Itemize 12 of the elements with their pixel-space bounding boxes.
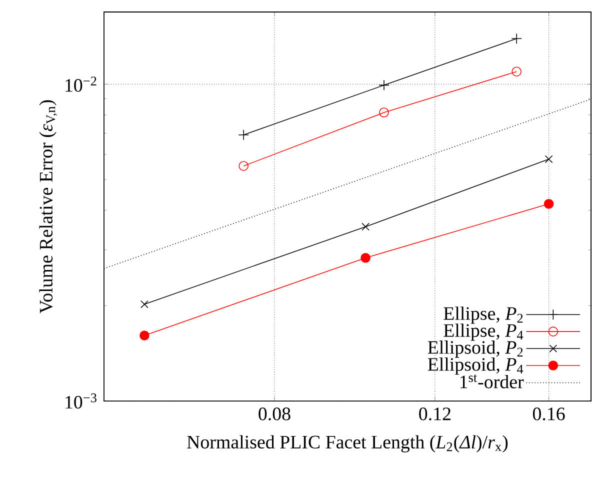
y-tick-label: 10$^{−2}$ xyxy=(66,76,96,92)
text: Normalised PLIC Facet Length (L$_{2}$(Δl)/r$_{x}$) xyxy=(187,435,508,452)
y-tick-label: 10$^{−3}$ xyxy=(66,393,96,409)
legend-label: Ellipsoid, P$_{4}$ xyxy=(428,357,524,375)
legend-label: Ellipse, P$_{4}$ xyxy=(444,324,524,341)
x-tick-label: 0.12 xyxy=(419,408,450,420)
legend-label: Ellipsoid, P$_{2}$ xyxy=(428,340,523,358)
y-axis-title: Volume Relative Error (ε$_{V,n}$) xyxy=(39,100,58,314)
legend-label: 1$^{st}$-order xyxy=(460,374,524,388)
legend-label: Ellipse, P$_{2}$ xyxy=(444,306,523,324)
x-tick-label: 0.16 xyxy=(532,408,565,420)
x-tick-label: 0.08 xyxy=(258,408,290,420)
